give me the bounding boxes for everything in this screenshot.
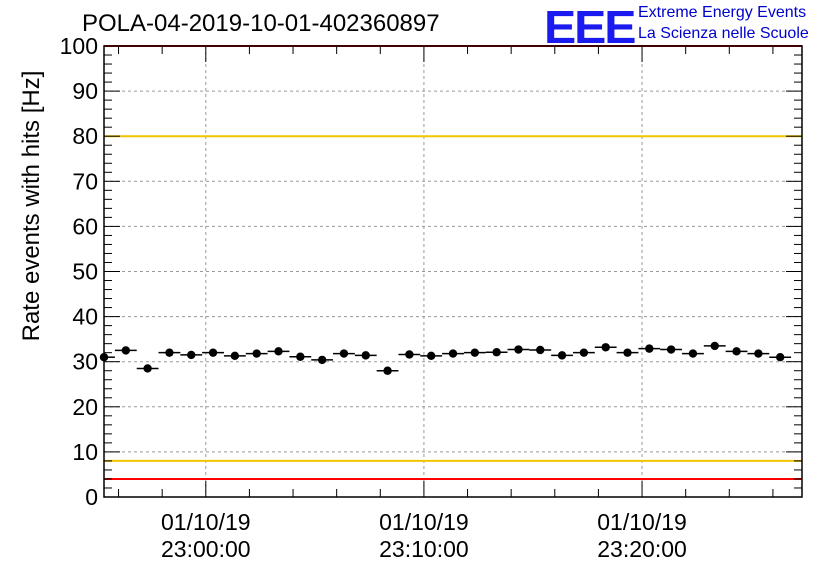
data-point (187, 350, 196, 360)
data-point (557, 351, 567, 360)
data-point (317, 355, 327, 365)
data-point (470, 348, 480, 357)
data-point (361, 351, 370, 360)
y-tick-label: 50 (72, 259, 98, 285)
data-point (688, 349, 698, 358)
y-tick-label: 0 (85, 484, 98, 510)
data-point (754, 349, 763, 358)
data-point (208, 348, 218, 357)
data-point (143, 364, 152, 373)
data-point (775, 352, 785, 362)
data-point (710, 341, 719, 351)
x-tick-label-date: 01/10/19 (597, 509, 687, 535)
data-point (230, 351, 240, 361)
logo-line-2: La Scienza nelle Scuole (638, 25, 809, 42)
data-point (645, 344, 654, 353)
y-axis-label: Rate events with hits [Hz] (18, 70, 45, 342)
y-tick-label: 60 (72, 213, 98, 239)
x-tick-label-date: 01/10/19 (379, 509, 469, 535)
data-point (121, 346, 131, 355)
data-point (165, 348, 174, 357)
axis-ticks (104, 45, 802, 498)
tick-labels: 010203040506070809010001/10/1923:00:0001… (60, 33, 687, 562)
y-tick-label: 70 (72, 168, 98, 194)
data-point (514, 345, 523, 354)
data-point (448, 349, 458, 358)
data-point (579, 348, 589, 357)
logo-line-1: Extreme Energy Events (638, 4, 807, 21)
data-point (426, 351, 436, 361)
data-point (732, 347, 741, 356)
data-point (623, 348, 632, 357)
data-point (339, 349, 349, 358)
data-point (252, 349, 261, 358)
data-point (666, 345, 676, 354)
data-point (536, 345, 545, 355)
y-tick-label: 80 (72, 123, 98, 149)
x-tick-label-time: 23:00:00 (161, 536, 251, 562)
data-point (383, 366, 392, 375)
data-point (601, 343, 610, 352)
x-tick-label-time: 23:20:00 (597, 536, 687, 562)
data-point (405, 350, 414, 359)
y-tick-label: 30 (72, 349, 98, 375)
logo-mark: EEE (544, 1, 636, 53)
data-points (99, 341, 792, 375)
data-point (296, 352, 305, 361)
data-point (492, 348, 501, 357)
y-tick-label: 40 (72, 304, 98, 330)
x-tick-label-time: 23:10:00 (379, 536, 469, 562)
data-point (99, 352, 109, 362)
data-point (274, 347, 283, 356)
y-tick-label: 90 (72, 78, 98, 104)
grid-lines (104, 46, 802, 497)
y-tick-label: 10 (72, 439, 98, 465)
y-tick-label: 20 (72, 394, 98, 420)
y-tick-label: 100 (60, 33, 98, 59)
x-tick-label-date: 01/10/19 (161, 509, 251, 535)
chart-title: POLA-04-2019-10-01-402360897 (82, 10, 440, 37)
reference-lines (104, 45, 802, 480)
